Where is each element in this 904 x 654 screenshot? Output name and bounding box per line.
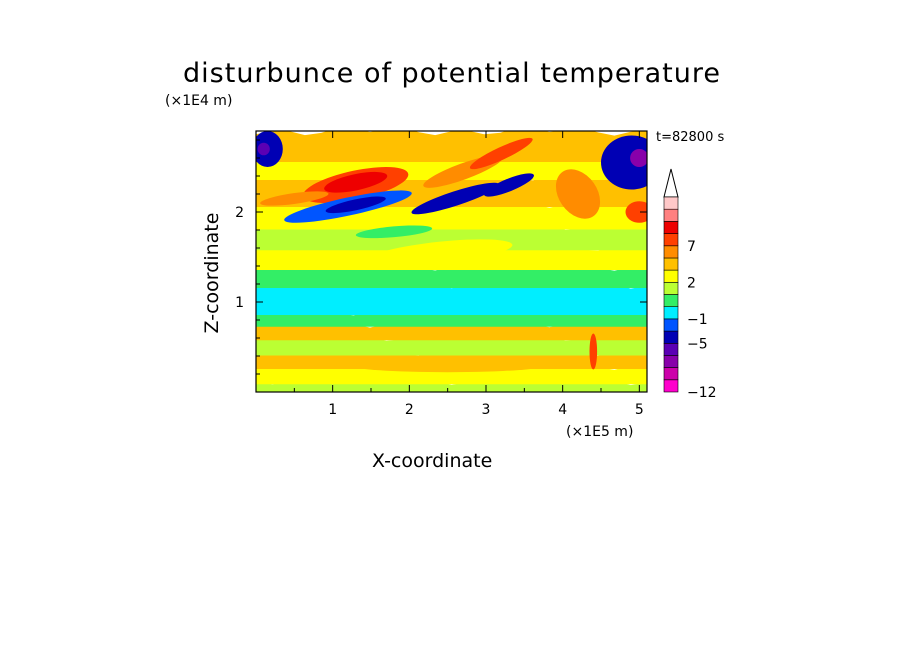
- x-tick-label: 4: [558, 402, 567, 418]
- colorbar-swatch: [663, 330, 679, 344]
- colorbar-label: 2: [687, 275, 696, 291]
- y-tick-label: 1: [235, 295, 244, 311]
- colorbar-swatch: [663, 257, 679, 271]
- contour-feature: [325, 196, 386, 214]
- colorbar-swatch: [663, 355, 679, 368]
- colorbar-swatch: [663, 281, 679, 295]
- contour-feature: [469, 137, 533, 170]
- z-axis-unit: (×1E4 m): [165, 93, 233, 109]
- contour-feature: [630, 149, 647, 167]
- x-axis-unit: (×1E5 m): [566, 424, 634, 440]
- contour-feature: [355, 225, 433, 239]
- colorbar-swatch: [663, 221, 679, 234]
- contour-feature: [257, 142, 270, 156]
- colorbar-swatch: [663, 245, 679, 259]
- colorbar-swatch: [663, 294, 679, 307]
- colorbar-swatch: [663, 208, 679, 222]
- colorbar-swatch: [663, 379, 679, 393]
- time-label: t=82800 s: [656, 130, 725, 145]
- contour-feature: [367, 239, 513, 266]
- y-tick-label: 2: [235, 205, 244, 221]
- colorbar-swatch: [663, 342, 679, 356]
- colorbar-swatch: [663, 318, 679, 332]
- x-tick-label: 2: [405, 402, 414, 418]
- contour-feature: [348, 357, 548, 373]
- colorbar-overflow-arrow: [663, 168, 679, 198]
- x-tick-label: 5: [635, 402, 644, 418]
- colorbar-swatch: [663, 367, 679, 381]
- contour-feature: [324, 171, 388, 193]
- contour-band: [256, 131, 647, 162]
- plot-frame: [255, 130, 648, 393]
- x-axis-label: X-coordinate: [372, 450, 493, 472]
- contour-feature: [625, 201, 647, 223]
- colorbar-label: −1: [687, 312, 708, 328]
- contour-band: [256, 280, 647, 315]
- colorbar-label: −5: [687, 336, 708, 352]
- colorbar-swatch: [663, 269, 679, 283]
- contour-feature: [484, 173, 534, 197]
- chart-title: disturbunce of potential temperature: [183, 58, 721, 89]
- contour-feature: [260, 191, 329, 206]
- contour-feature: [589, 333, 598, 370]
- colorbar-label: −12: [687, 385, 717, 401]
- colorbar-swatch: [663, 306, 679, 320]
- x-tick-label: 3: [482, 402, 491, 418]
- contour-feature: [555, 169, 601, 219]
- x-tick-label: 1: [328, 402, 337, 418]
- colorbar: 7 2 −1 −5 −12: [663, 168, 717, 401]
- colorbar-swatch: [663, 233, 679, 247]
- contour-feature: [411, 182, 500, 215]
- colorbar-label: 7: [687, 239, 696, 255]
- colorbar-swatch: [663, 196, 679, 210]
- contour-feature: [601, 135, 647, 190]
